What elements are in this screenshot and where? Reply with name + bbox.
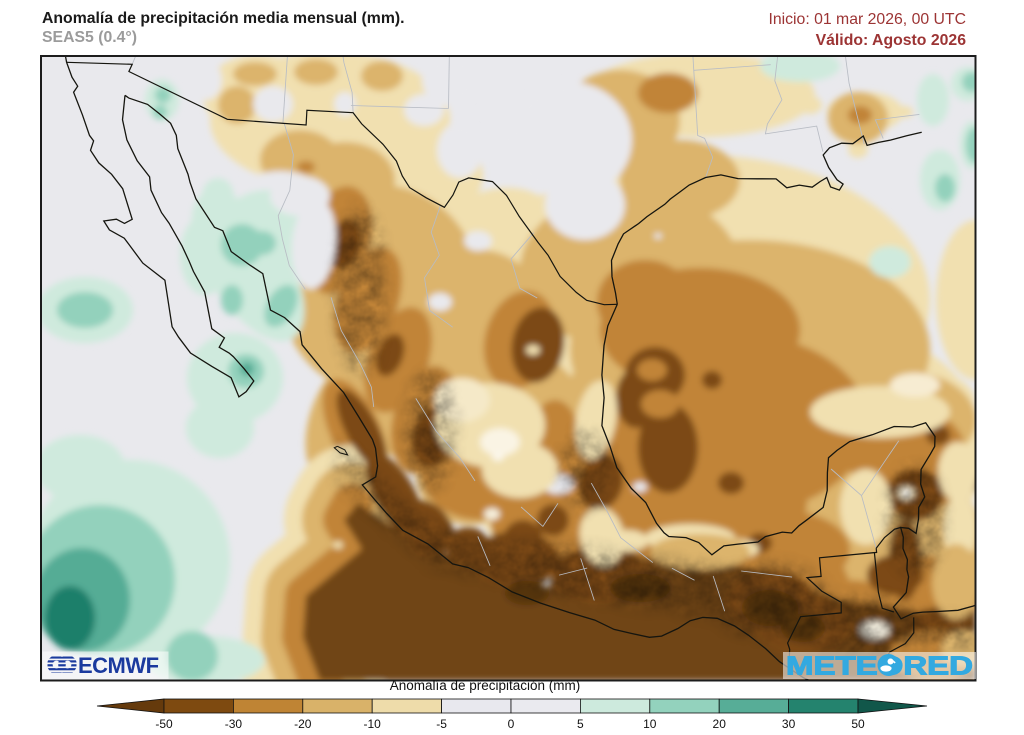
svg-text:50: 50 — [851, 717, 865, 731]
svg-text:Anomalía de precipitación medi: Anomalía de precipitación media mensual … — [42, 10, 405, 27]
svg-text:-50: -50 — [155, 717, 173, 731]
svg-text:-5: -5 — [436, 717, 447, 731]
svg-text:ECMWF: ECMWF — [78, 653, 159, 678]
svg-text:-20: -20 — [294, 717, 312, 731]
svg-text:30: 30 — [782, 717, 796, 731]
svg-text:5: 5 — [577, 717, 584, 731]
svg-text:10: 10 — [643, 717, 657, 731]
svg-text:-30: -30 — [225, 717, 243, 731]
svg-text:Inicio: 01 mar 2026, 00 UTC: Inicio: 01 mar 2026, 00 UTC — [768, 11, 966, 28]
svg-text:Anomalía de precipitación (mm): Anomalía de precipitación (mm) — [390, 678, 581, 693]
svg-text:-10: -10 — [364, 717, 382, 731]
svg-text:Válido: Agosto 2026: Válido: Agosto 2026 — [816, 32, 967, 49]
svg-text:SEAS5 (0.4°): SEAS5 (0.4°) — [42, 29, 137, 46]
svg-text:0: 0 — [508, 717, 515, 731]
svg-text:20: 20 — [713, 717, 727, 731]
